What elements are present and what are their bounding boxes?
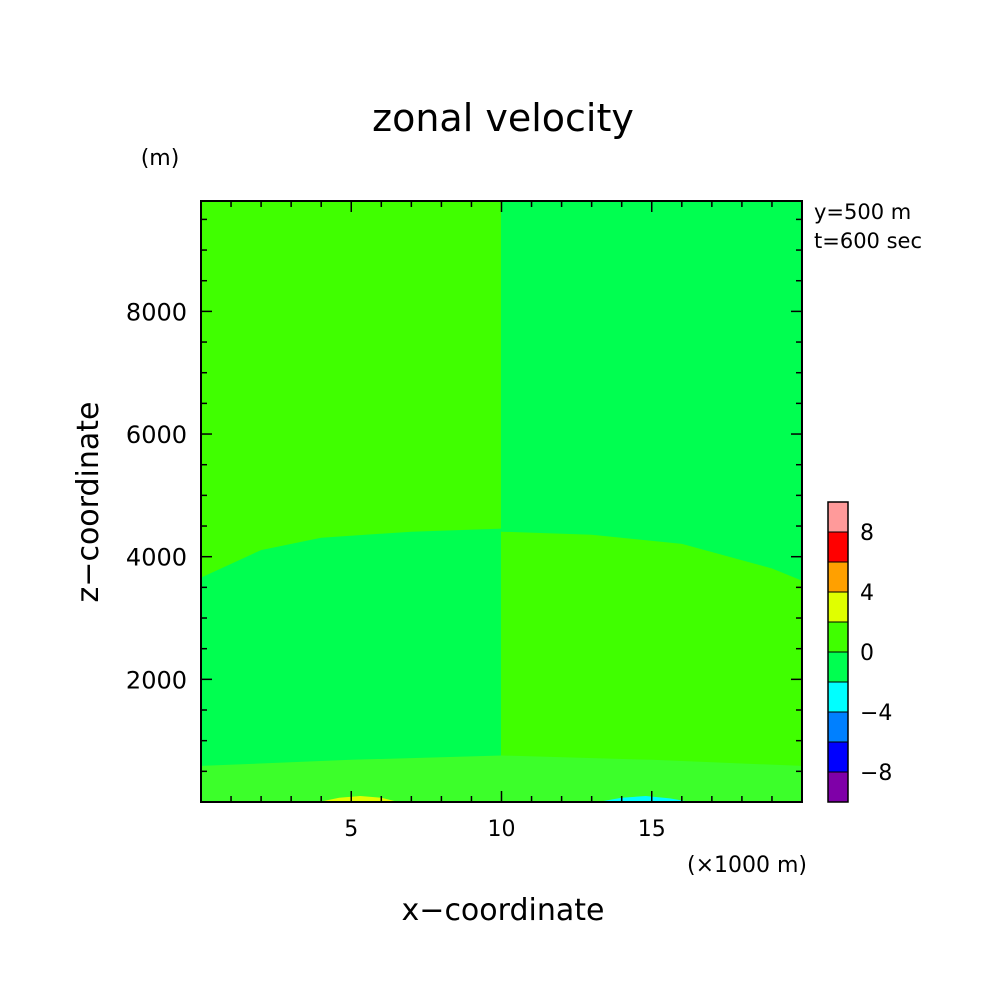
- colorbar-swatch: [827, 771, 849, 803]
- chart-title: zonal velocity: [372, 96, 634, 140]
- x-unit-label: (×1000 m): [687, 853, 807, 878]
- y-tick-label: 2000: [126, 666, 187, 694]
- colorbar-swatch: [827, 501, 849, 533]
- y-tick-label: 8000: [126, 298, 187, 326]
- colorbar: −8 −4 0 4 8: [827, 501, 892, 803]
- colorbar-swatch: [827, 651, 849, 683]
- annotation-t: t=600 sec: [814, 229, 922, 253]
- x-axis-label: x−coordinate: [402, 893, 605, 928]
- region-upper-right: [501, 200, 803, 582]
- axis-tick-labels: 5 10 15 2000 4000 6000 8000: [126, 298, 666, 842]
- y-tick-label: 4000: [126, 544, 187, 572]
- colorbar-label: −8: [860, 761, 892, 786]
- axis-ticks: [201, 201, 802, 802]
- colorbar-swatch: [827, 621, 849, 653]
- colorbar-label: 8: [860, 521, 874, 546]
- y-unit-label: (m): [141, 146, 180, 171]
- colorbar-swatch: [827, 741, 849, 773]
- colorbar-label: −4: [860, 701, 892, 726]
- colorbar-label: 4: [860, 581, 874, 606]
- y-tick-label: 6000: [126, 421, 187, 449]
- region-upper-left: [200, 200, 502, 579]
- annotation-y: y=500 m: [814, 200, 911, 224]
- colorbar-swatch: [827, 681, 849, 713]
- colorbar-swatch: [827, 591, 849, 623]
- x-tick-label: 10: [488, 817, 516, 842]
- region-middle-left: [200, 528, 502, 767]
- colorbar-label: 0: [860, 641, 874, 666]
- plot-regions: [200, 200, 803, 803]
- x-tick-label: 5: [344, 817, 358, 842]
- colorbar-swatch: [827, 531, 849, 563]
- colorbar-swatch: [827, 711, 849, 743]
- colorbar-swatch: [827, 561, 849, 593]
- colorbar-frame: [827, 501, 849, 803]
- y-axis-label: z−coordinate: [71, 402, 106, 603]
- x-tick-label: 15: [638, 817, 666, 842]
- region-middle-right: [501, 531, 803, 767]
